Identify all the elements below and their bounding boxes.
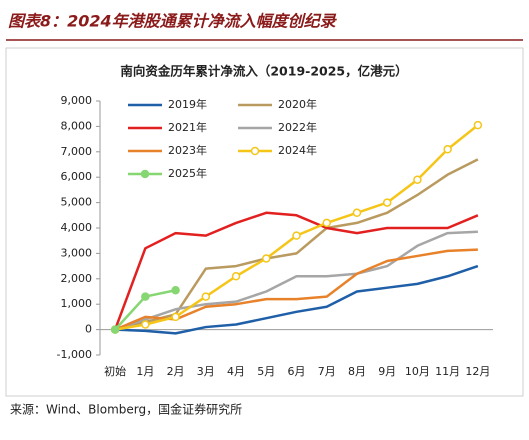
- point-marker: [473, 120, 483, 130]
- x-tick-label: 11月: [435, 365, 460, 378]
- legend-label: 2025年: [168, 166, 207, 180]
- series-line: [113, 211, 479, 331]
- point-marker: [110, 325, 120, 334]
- legend-marker: [140, 169, 150, 179]
- y-tick-label: 3,000: [61, 246, 93, 259]
- x-tick-label: 3月: [197, 365, 215, 378]
- point-marker: [382, 198, 392, 207]
- point-marker: [231, 272, 241, 281]
- chart-frame: [5, 47, 524, 397]
- header-title: 图表8：2024年港股通累计净流入幅度创纪录: [8, 12, 338, 31]
- x-tick-label: 10月: [405, 365, 430, 378]
- point-marker: [352, 208, 362, 218]
- point-marker: [171, 285, 180, 295]
- legend-label: 2019年: [168, 97, 207, 111]
- legend-label: 2021年: [168, 120, 207, 134]
- x-tick-label: 12月: [465, 365, 490, 378]
- y-tick-label: -1,000: [57, 348, 92, 361]
- y-tick-label: 6,000: [61, 170, 93, 183]
- legend-label: 2020年: [278, 97, 317, 111]
- source: 来源：Wind、Blomberg，国金证券研究所: [10, 402, 242, 417]
- x-tick-label: 8月: [348, 365, 366, 378]
- y-tick-label: 5,000: [61, 196, 93, 209]
- y-tick-label: 1,000: [61, 297, 93, 310]
- series-line: [115, 264, 479, 335]
- y-tick-label: 9,000: [61, 94, 93, 107]
- point-marker: [292, 231, 301, 240]
- series-line: [114, 230, 478, 331]
- x-tick-label: 初始: [104, 364, 126, 378]
- legend-marker: [250, 146, 260, 156]
- x-tick-label: 6月: [288, 365, 306, 378]
- y-tick-label: 2,000: [61, 272, 93, 285]
- chart-title: 南向资金历年累计净流入（2019-2025，亿港元）: [120, 64, 407, 79]
- point-marker: [141, 320, 150, 329]
- point-marker: [141, 292, 150, 301]
- point-marker: [413, 175, 422, 184]
- legend-label: 2022年: [278, 120, 317, 134]
- y-tick-label: 0: [85, 323, 92, 336]
- y-tick-label: 4,000: [61, 221, 93, 234]
- point-marker: [171, 312, 180, 322]
- y-tick-label: 7,000: [61, 145, 93, 158]
- point-marker: [262, 254, 271, 263]
- legend-label: 2023年: [168, 143, 207, 157]
- point-marker: [201, 292, 211, 301]
- x-tick-label: 1月: [136, 365, 154, 378]
- x-tick-label: 5月: [257, 365, 275, 378]
- x-tick-label: 2月: [167, 365, 185, 378]
- x-tick-label: 7月: [318, 365, 336, 378]
- point-marker: [322, 218, 331, 228]
- x-tick-label: 9月: [378, 365, 396, 378]
- legend-label: 2024年: [278, 143, 317, 157]
- point-marker: [443, 145, 452, 154]
- y-tick-label: 8,000: [61, 119, 93, 132]
- x-tick-label: 4月: [227, 365, 245, 378]
